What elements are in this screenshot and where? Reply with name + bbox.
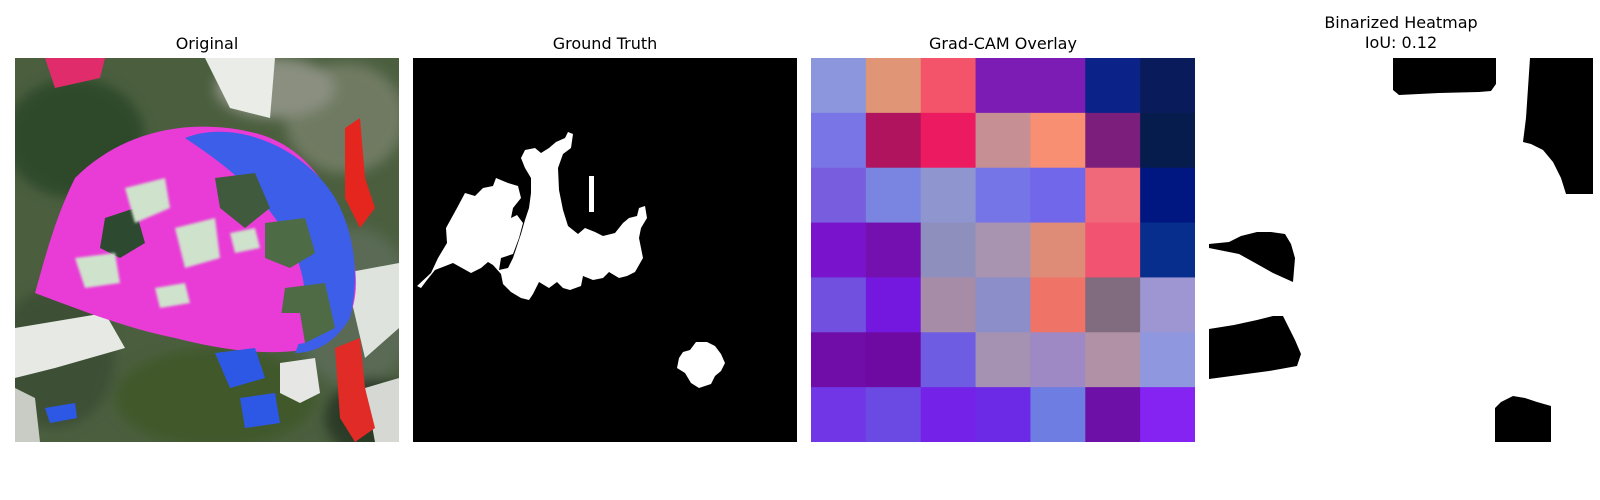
iou-score: IoU: 0.12 [1364, 33, 1438, 52]
ground-truth-mask [413, 58, 797, 442]
gradcam-cell [920, 112, 977, 169]
gradcam-cell [1085, 222, 1141, 278]
heatmap-region-left-lower [1209, 316, 1301, 379]
gradcam-cell [1030, 277, 1086, 333]
gradcam-cell [1085, 112, 1141, 169]
gradcam-cell [811, 112, 867, 169]
panel-title: Binarized Heatmap IoU: 0.12 [1209, 13, 1593, 53]
gradcam-cell [865, 387, 922, 442]
panel-gradcam-overlay: Grad-CAM Overlay [811, 0, 1195, 442]
gradcam-cell [1085, 387, 1141, 442]
gradcam-cell [1140, 332, 1195, 388]
gradcam-cell [1140, 277, 1195, 333]
panel-title: Ground Truth [552, 34, 658, 53]
gradcam-cell [865, 58, 922, 114]
gradcam-cell [1030, 58, 1086, 114]
gradcam-cell [811, 387, 867, 442]
gradcam-cell [1085, 277, 1141, 333]
gradcam-cell [975, 58, 1031, 114]
gradcam-cell [1030, 332, 1086, 388]
gradcam-cell [1030, 167, 1086, 224]
mask-region-stripe [589, 176, 594, 212]
gradcam-cell [811, 167, 867, 224]
binarized-heatmap [1209, 58, 1593, 442]
original-image [15, 58, 399, 442]
gradcam-cell [920, 222, 977, 278]
gradcam-cell [811, 222, 867, 278]
gradcam-cell [1085, 332, 1141, 388]
gradcam-cell [811, 58, 867, 114]
gradcam-cell [865, 277, 922, 333]
gradcam-cell [1140, 222, 1195, 278]
gradcam-cell [865, 332, 922, 388]
heatmap-region-right [1523, 58, 1593, 194]
gradcam-cell [975, 222, 1031, 278]
gradcam-cell [1085, 58, 1141, 114]
gradcam-cell [1030, 387, 1086, 442]
gradcam-cell [1140, 387, 1195, 442]
heatmap-region-top [1393, 58, 1496, 95]
gradcam-cell [920, 167, 977, 224]
gradcam-cell [1030, 222, 1086, 278]
heatmap-region-left-upper [1209, 232, 1295, 282]
gradcam-cell [1030, 112, 1086, 169]
gradcam-cell [920, 387, 977, 442]
gradcam-cell [975, 112, 1031, 169]
panel-binarized-heatmap: Binarized Heatmap IoU: 0.12 [1209, 0, 1593, 442]
gradcam-cell [1085, 167, 1141, 224]
gradcam-cell [865, 167, 922, 224]
panel-original: Original [15, 0, 399, 442]
gradcam-cell [811, 277, 867, 333]
gradcam-cell [920, 332, 977, 388]
panel-title-line: Binarized Heatmap [1324, 13, 1478, 32]
gradcam-cell [975, 277, 1031, 333]
panel-title: Grad-CAM Overlay [929, 34, 1077, 53]
gradcam-cell [1140, 112, 1195, 169]
gradcam-cell [1140, 58, 1195, 114]
gradcam-cell [920, 277, 977, 333]
gradcam-cell [975, 387, 1031, 442]
mask-region-main [417, 132, 647, 300]
gradcam-cell [975, 332, 1031, 388]
gradcam-cell [975, 167, 1031, 224]
panel-title: Original [175, 34, 239, 53]
gradcam-cell [865, 112, 922, 169]
panel-ground-truth: Ground Truth [413, 0, 797, 442]
mask-region-small [677, 342, 725, 388]
heatmap-region-bottom [1495, 396, 1551, 442]
gradcam-cell [920, 58, 977, 114]
gradcam-cell [865, 222, 922, 278]
gradcam-cell [1140, 167, 1195, 224]
gradcam-cell [811, 332, 867, 388]
gradcam-overlay-grid [811, 58, 1195, 442]
